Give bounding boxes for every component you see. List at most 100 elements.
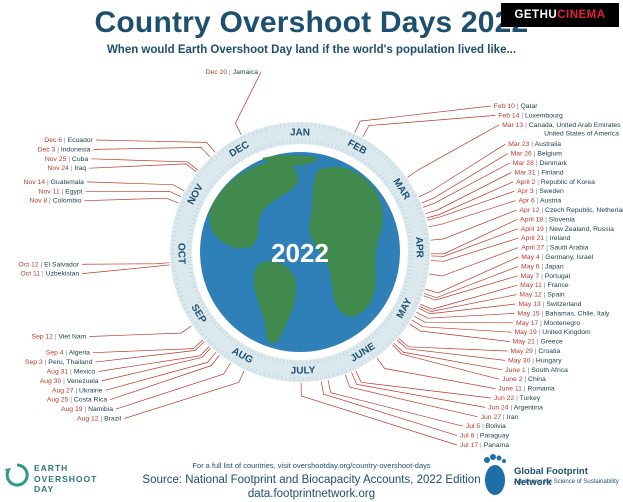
ring-tick: [220, 350, 224, 354]
connector-line: [300, 382, 458, 446]
ring-tick: [197, 204, 202, 207]
country-name: Guatemala: [51, 178, 84, 185]
page-title: Country Overshoot Days 2022: [94, 6, 529, 39]
ring-tick: [396, 301, 401, 305]
country-label: Mar 28 | Denmark: [513, 160, 568, 167]
country-name: Qatar: [520, 103, 538, 110]
connector-line: [420, 284, 518, 310]
connector-line: [362, 115, 496, 138]
global-footprint-network-logo: Global Footprint Network Advancing the S…: [480, 452, 620, 500]
connector-line: [423, 162, 510, 208]
label-separator: |: [540, 310, 546, 317]
ring-tick: [260, 129, 263, 134]
ring-tick: [193, 322, 197, 325]
connector-line: [429, 247, 519, 277]
ring-tick: [359, 138, 363, 143]
connector-line: [425, 172, 512, 215]
connector-line: [235, 71, 262, 136]
ring-tick: [324, 374, 326, 379]
connector-line: [425, 256, 519, 294]
ring-tick: [254, 148, 257, 153]
ring-tick: [225, 167, 229, 171]
month-label-july: JULY: [291, 365, 316, 377]
label-separator: |: [474, 432, 480, 439]
ring-tick: [408, 312, 413, 316]
label-separator: |: [69, 165, 75, 172]
country-label: Apr 3 | Sweden: [517, 188, 564, 195]
label-separator: |: [535, 197, 540, 204]
ring-tick: [223, 352, 227, 357]
site-link[interactable]: data.footprintnetwork.org: [247, 488, 376, 500]
country-name: Iraq: [75, 165, 87, 172]
country-date: May 15: [517, 310, 540, 317]
ring-tick: [343, 131, 346, 136]
country-label: Sep 4 | Algeria: [46, 349, 90, 356]
country-name: Montenegro: [544, 319, 580, 326]
label-separator: |: [66, 155, 72, 162]
connector-line: [101, 347, 212, 382]
country-name: Jamaica: [233, 69, 259, 76]
ring-tick: [355, 345, 359, 349]
country-label: Mar 31 | Finland: [515, 169, 564, 176]
country-date: Dec 6: [44, 137, 62, 144]
label-separator: |: [540, 263, 546, 270]
ring-tick: [204, 309, 209, 313]
ring-tick: [247, 151, 250, 156]
ring-tick: [351, 134, 355, 139]
label-separator: |: [537, 329, 543, 336]
label-separator: |: [529, 141, 534, 148]
ring-tick: [387, 159, 391, 163]
ring-tick: [414, 301, 419, 304]
country-date: June 2: [502, 376, 523, 383]
country-label: Oct 11 | Uzbekistan: [21, 270, 80, 277]
ring-tick: [184, 307, 189, 310]
country-label: Dec 6 | Ecuador: [44, 137, 93, 144]
ring-tick: [400, 209, 405, 212]
connector-line: [355, 370, 491, 399]
ring-tick: [384, 156, 388, 160]
country-label: April 21 | Ireland: [521, 235, 571, 242]
ring-tick: [421, 281, 426, 283]
country-date: May 17: [516, 319, 539, 326]
country-date: Mar 26: [511, 150, 532, 157]
ring-tick: [317, 359, 319, 364]
connector-line: [344, 374, 478, 418]
connector-line: [416, 311, 515, 319]
ring-tick: [420, 216, 425, 218]
country-label: Apr 6 | Austria: [519, 197, 562, 204]
ring-tick: [209, 184, 213, 188]
ring-tick: [342, 352, 345, 356]
country-label: Jun 24 | Argentina: [488, 404, 543, 411]
ring-tick: [403, 180, 408, 183]
ring-tick: [224, 332, 228, 337]
ring-tick: [422, 224, 427, 227]
ring-tick: [364, 358, 367, 363]
connector-line: [423, 275, 518, 301]
country-label: May 6 | Japan: [521, 263, 564, 270]
eod-logo-line3: DAY: [34, 484, 55, 494]
ring-tick: [222, 169, 226, 174]
connector-line: [396, 339, 506, 361]
ring-tick: [402, 213, 407, 216]
ring-tick: [188, 233, 193, 236]
ring-tick: [381, 323, 386, 327]
ring-tick: [195, 293, 200, 296]
label-separator: |: [99, 415, 105, 422]
ring-tick: [381, 176, 385, 180]
connector-line: [89, 325, 192, 337]
ring-tick: [204, 190, 209, 194]
country-label: May 13 | Switzerland: [518, 301, 581, 308]
ring-tick: [172, 231, 177, 233]
country-date: Dec 20: [206, 69, 228, 76]
ring-tick: [204, 335, 208, 339]
country-date: Nov 11: [39, 188, 60, 195]
country-date: May 21: [513, 338, 536, 345]
ring-tick: [190, 222, 195, 225]
ring-tick: [283, 359, 285, 364]
ring-tick: [228, 144, 232, 148]
country-name: Algeria: [69, 349, 90, 356]
connector-line: [376, 357, 496, 389]
connector-line: [95, 139, 216, 153]
